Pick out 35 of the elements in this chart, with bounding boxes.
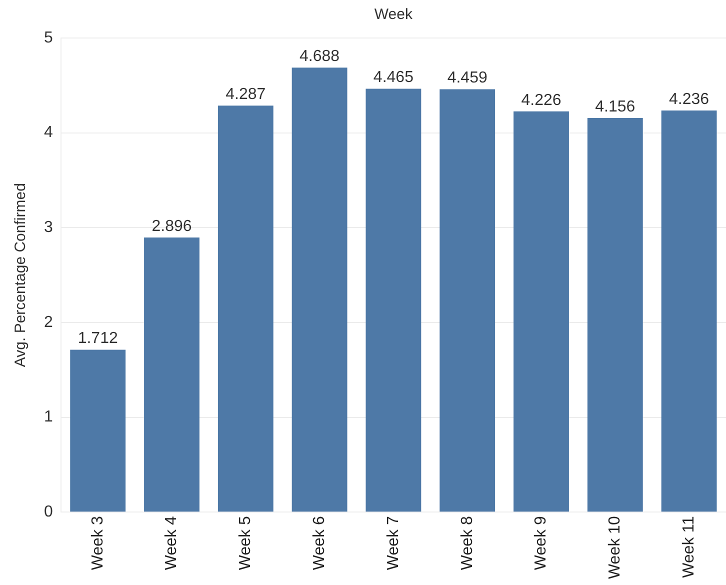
data-label: 1.712 (78, 330, 118, 348)
y-tick-label: 1 (44, 408, 53, 426)
bar (292, 68, 348, 512)
data-label: 4.465 (373, 69, 414, 86)
bar (514, 111, 569, 512)
x-tick-label: Week 6 (310, 516, 328, 570)
bar (70, 350, 126, 512)
x-tick-label: Week 10 (606, 516, 624, 580)
y-tick-label: 2 (44, 314, 53, 331)
y-axis-title: Avg. Percentage Confirmed (12, 183, 30, 368)
x-tick-label: Week 8 (458, 516, 476, 570)
data-label: 2.896 (152, 218, 192, 235)
data-label: 4.156 (595, 98, 636, 116)
x-tick-label: Week 3 (89, 516, 106, 570)
y-tick-label: 3 (44, 219, 53, 236)
x-tick-label: Week 7 (384, 516, 402, 570)
data-label: 4.459 (447, 70, 488, 87)
x-axis-title: Week (374, 6, 413, 24)
data-label: 4.688 (300, 48, 340, 65)
bar (144, 238, 200, 512)
data-label: 4.287 (226, 86, 266, 104)
x-tick-label: Week 9 (532, 516, 550, 570)
data-label: 4.236 (669, 90, 710, 108)
y-tick-label: 0 (44, 504, 53, 521)
bar (218, 106, 274, 512)
bar (366, 88, 422, 512)
x-tick-label: Week 11 (680, 516, 698, 578)
x-tick-label: Week 5 (237, 516, 254, 570)
y-tick-label: 4 (44, 124, 53, 142)
bar (587, 118, 643, 512)
x-tick-label: Week 4 (163, 516, 180, 570)
bar (440, 89, 496, 512)
data-label: 4.226 (521, 92, 562, 109)
bar (661, 110, 717, 512)
y-tick-label: 5 (44, 29, 53, 46)
